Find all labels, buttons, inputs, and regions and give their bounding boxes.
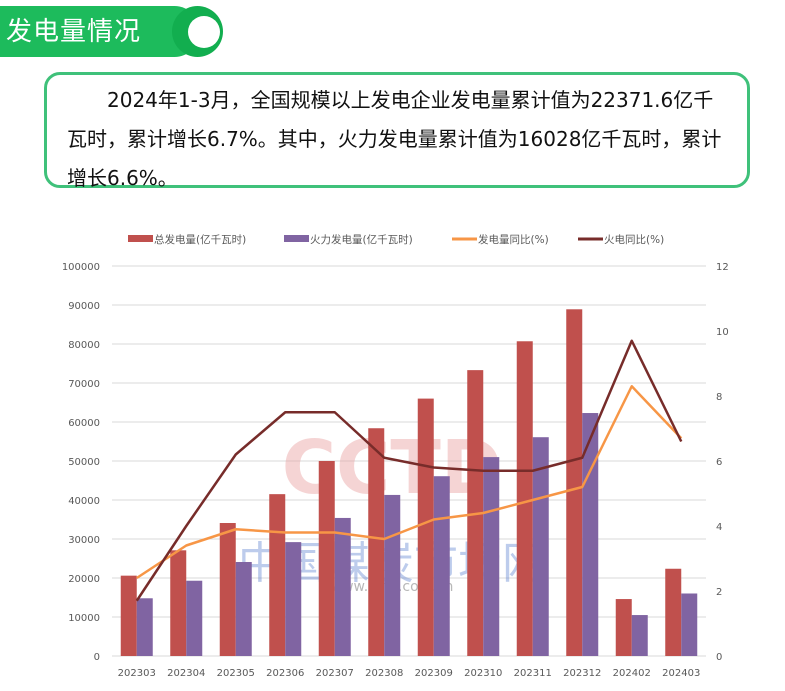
- y2-tick-label: 0: [716, 652, 722, 663]
- summary-text: 2024年1-3月，全国规模以上发电企业发电量累计值为22371.6亿千瓦时，累…: [44, 72, 750, 190]
- watermark-url: www.cctd.com.cn: [331, 579, 454, 595]
- y-tick-label: 0: [94, 652, 100, 663]
- legend-label: 发电量同比(%): [478, 233, 549, 246]
- x-tick-label: 202403: [662, 668, 700, 679]
- x-tick-label: 202307: [316, 668, 354, 679]
- bar-total: [566, 309, 583, 656]
- x-tick-label: 202309: [415, 668, 453, 679]
- bar-thermal: [582, 413, 599, 656]
- bar-thermal: [334, 517, 351, 656]
- y-tick-label: 60000: [68, 418, 100, 429]
- y-tick-label: 10000: [68, 613, 100, 624]
- y2-tick-label: 6: [716, 457, 722, 468]
- bar-total: [615, 599, 632, 656]
- y2-tick-label: 4: [716, 522, 722, 533]
- line-total-yoy: [136, 385, 683, 580]
- y-tick-label: 70000: [68, 379, 100, 390]
- x-tick-label: 202308: [365, 668, 403, 679]
- bar-thermal: [285, 542, 302, 656]
- bar-total: [368, 428, 385, 656]
- bar-thermal: [631, 615, 648, 656]
- watermark-logo: CCTD: [282, 425, 503, 511]
- x-tick-label: 202312: [563, 668, 601, 679]
- bar-total: [467, 370, 484, 656]
- y-tick-label: 100000: [62, 262, 100, 273]
- bar-total: [219, 523, 236, 656]
- x-tick-label: 202402: [613, 668, 651, 679]
- y-tick-label: 90000: [68, 301, 100, 312]
- watermark-name: 中国煤炭市场网: [238, 538, 546, 589]
- bar-total: [269, 494, 286, 656]
- legend-swatch: [128, 235, 153, 242]
- bar-total: [665, 568, 682, 656]
- x-tick-label: 202304: [167, 668, 205, 679]
- bar-thermal: [235, 562, 252, 656]
- bar-total: [170, 550, 187, 656]
- section-header-band: [0, 6, 200, 57]
- section-title: 发电量情况: [6, 17, 142, 47]
- y-tick-label: 80000: [68, 340, 100, 351]
- legend-label: 火力发电量(亿千瓦时): [310, 233, 413, 246]
- x-tick-label: 202306: [266, 668, 304, 679]
- bar-thermal: [483, 457, 500, 656]
- x-tick-label: 202305: [217, 668, 255, 679]
- y2-tick-label: 2: [716, 587, 722, 598]
- header-ring-icon: [172, 6, 223, 57]
- header-ring-inner: [188, 16, 220, 48]
- y-tick-label: 40000: [68, 496, 100, 507]
- y2-tick-label: 8: [716, 392, 722, 403]
- legend-label: 火电同比(%): [604, 233, 664, 246]
- y-tick-label: 50000: [68, 457, 100, 468]
- x-tick-label: 202311: [514, 668, 552, 679]
- bar-total: [318, 461, 335, 656]
- bar-thermal: [681, 593, 698, 656]
- bar-total: [120, 575, 137, 656]
- y-tick-label: 30000: [68, 535, 100, 546]
- x-tick-label: 202303: [118, 668, 156, 679]
- bar-thermal: [532, 437, 549, 656]
- x-tick-label: 202310: [464, 668, 502, 679]
- line-thermal-yoy: [135, 339, 683, 602]
- bar-thermal: [136, 598, 153, 656]
- y2-tick-label: 10: [716, 327, 729, 338]
- bar-total: [417, 398, 434, 656]
- bar-thermal: [186, 580, 203, 656]
- y2-tick-label: 12: [716, 262, 729, 273]
- legend-swatch: [284, 235, 309, 242]
- bar-total: [516, 341, 533, 656]
- legend-label: 总发电量(亿千瓦时): [154, 233, 246, 246]
- bar-thermal: [384, 494, 401, 656]
- y-tick-label: 20000: [68, 574, 100, 585]
- bar-thermal: [433, 476, 450, 656]
